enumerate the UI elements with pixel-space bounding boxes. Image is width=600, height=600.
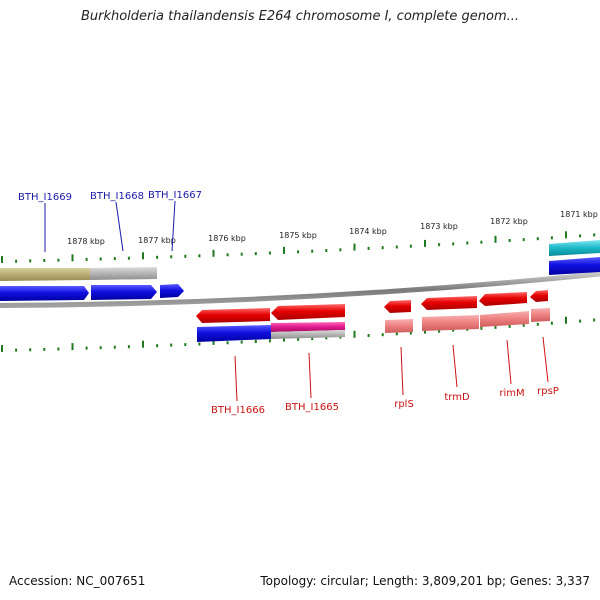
leader-line-BTH_I1666 [234,355,238,402]
forward-gene-arrow-edge [549,257,600,275]
cds-bar-grey [90,267,157,280]
chromosome-backbone [0,271,600,308]
scale-labels: 1878 kbp 1877 kbp 1876 kbp 1875 kbp 1874… [67,210,598,246]
forward-genes [0,284,184,301]
leader-line-rimM [506,339,512,385]
scale-label: 1876 kbp [208,234,246,243]
gene-labels: BTH_I1669 BTH_I1668 BTH_I1667 BTH_I1666 … [18,190,559,416]
leader-line-BTH_I1665 [308,352,312,399]
leader-line-rpsP [542,336,549,383]
label-leaders [44,200,549,402]
cds-bar-pink [385,319,413,333]
gene-label-BTH_I1665[interactable]: BTH_I1665 [285,402,339,413]
reverse-genes [196,290,548,323]
map-title: Burkholderia thailandensis E264 chromoso… [80,9,520,24]
scale-label: 1875 kbp [279,231,317,240]
gene-arrow-rpsP[interactable] [530,290,548,302]
gene-label-rimM[interactable]: rimM [499,388,524,399]
gene-arrow-rplS[interactable] [384,300,411,313]
gene-label-BTH_I1667[interactable]: BTH_I1667 [148,190,202,201]
cds-bar-pink [422,315,479,331]
gene-label-rplS[interactable]: rplS [394,399,414,410]
gene-label-BTH_I1668[interactable]: BTH_I1668 [90,191,144,202]
gene-arrow-rimM[interactable] [479,292,527,306]
forward-feature-track [0,240,600,281]
gene-arrow-BTH_I1666[interactable] [196,308,270,323]
gene-arrow-BTH_I1667[interactable] [160,284,184,298]
leader-line-BTH_I1668 [115,201,124,252]
cds-bar-grey [271,330,345,339]
scale-label: 1878 kbp [67,237,105,246]
genome-summary-text: Topology: circular; Length: 3,809,201 bp… [260,574,590,588]
accession-text: Accession: NC_007651 [9,574,146,588]
gene-label-BTH_I1666[interactable]: BTH_I1666 [211,405,265,416]
cds-bar-pink [531,308,550,322]
gene-label-rpsP[interactable]: rpsP [537,386,559,397]
gene-arrow-BTH_I1665[interactable] [271,304,345,320]
leader-line-rplS [400,346,404,396]
gene-label-BTH_I1669[interactable]: BTH_I1669 [18,192,72,203]
cds-bar-magenta [271,322,345,332]
gene-label-trmD[interactable]: trmD [444,392,470,403]
scale-label: 1877 kbp [138,236,176,245]
gene-arrow-BTH_I1668[interactable] [91,285,157,300]
scale-label: 1874 kbp [349,227,387,236]
scale-label: 1872 kbp [490,217,528,226]
leader-line-BTH_I1667 [171,200,176,252]
leader-line-trmD [452,344,458,388]
cds-bar-blue [197,325,271,342]
scale-ticks-outer [1,231,596,263]
cyan-feature-bar [549,240,600,256]
cds-bar-pink [480,311,529,327]
scale-ticks-inner [1,316,596,352]
scale-label: 1871 kbp [560,210,598,219]
cds-bar-olive [0,268,90,281]
reverse-feature-track [197,308,550,342]
gene-arrow-BTH_I1669[interactable] [0,286,89,301]
gene-arrow-trmD[interactable] [421,296,477,310]
scale-label: 1873 kbp [420,222,458,231]
